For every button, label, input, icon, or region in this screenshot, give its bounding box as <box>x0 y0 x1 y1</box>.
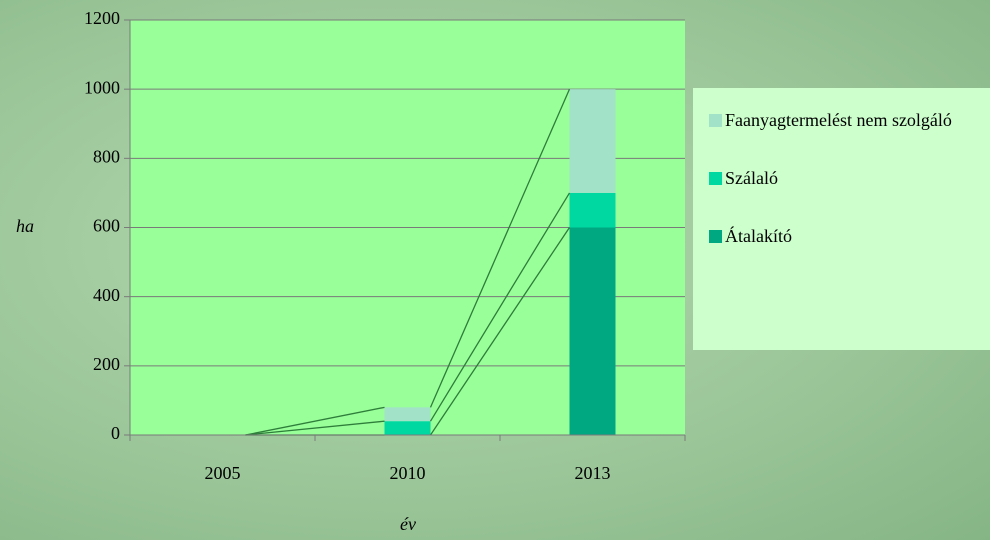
bar-segment <box>384 407 431 422</box>
series-line <box>429 227 571 436</box>
y-tick-label: 1200 <box>84 8 120 28</box>
y-tick-label: 200 <box>93 354 120 374</box>
y-tick-label: 0 <box>111 423 120 443</box>
series-line <box>429 88 571 408</box>
bar-segment <box>569 89 616 193</box>
legend-swatch <box>709 114 722 127</box>
bar-segment <box>384 421 431 435</box>
y-tick-label: 800 <box>93 146 120 166</box>
legend-item: Szálaló <box>709 166 984 190</box>
y-tick-label: 400 <box>93 285 120 305</box>
x-axis-label: év <box>400 514 416 534</box>
legend: Faanyagtermelést nem szolgáló Szálaló Átal… <box>693 88 990 350</box>
y-axis-label: ha <box>16 216 34 236</box>
legend-item: Átalakító <box>709 224 984 248</box>
legend-label: Faanyagtermelést nem szolgáló <box>725 110 952 130</box>
series-line <box>245 406 385 436</box>
legend-label: Átalakító <box>725 226 792 246</box>
legend-label: Szálaló <box>725 168 778 188</box>
x-tick-label: 2013 <box>575 463 611 483</box>
series-line <box>245 420 385 436</box>
legend-item: Faanyagtermelést nem szolgáló <box>709 108 984 132</box>
series-line <box>429 192 571 422</box>
bar-segment <box>569 227 616 435</box>
legend-swatch <box>709 172 722 185</box>
legend-swatch <box>709 230 722 243</box>
x-tick-label: 2005 <box>205 463 241 483</box>
y-tick-label: 600 <box>93 216 120 236</box>
bar-segment <box>569 192 616 228</box>
x-tick-label: 2010 <box>390 463 426 483</box>
y-tick-label: 1000 <box>84 77 120 97</box>
